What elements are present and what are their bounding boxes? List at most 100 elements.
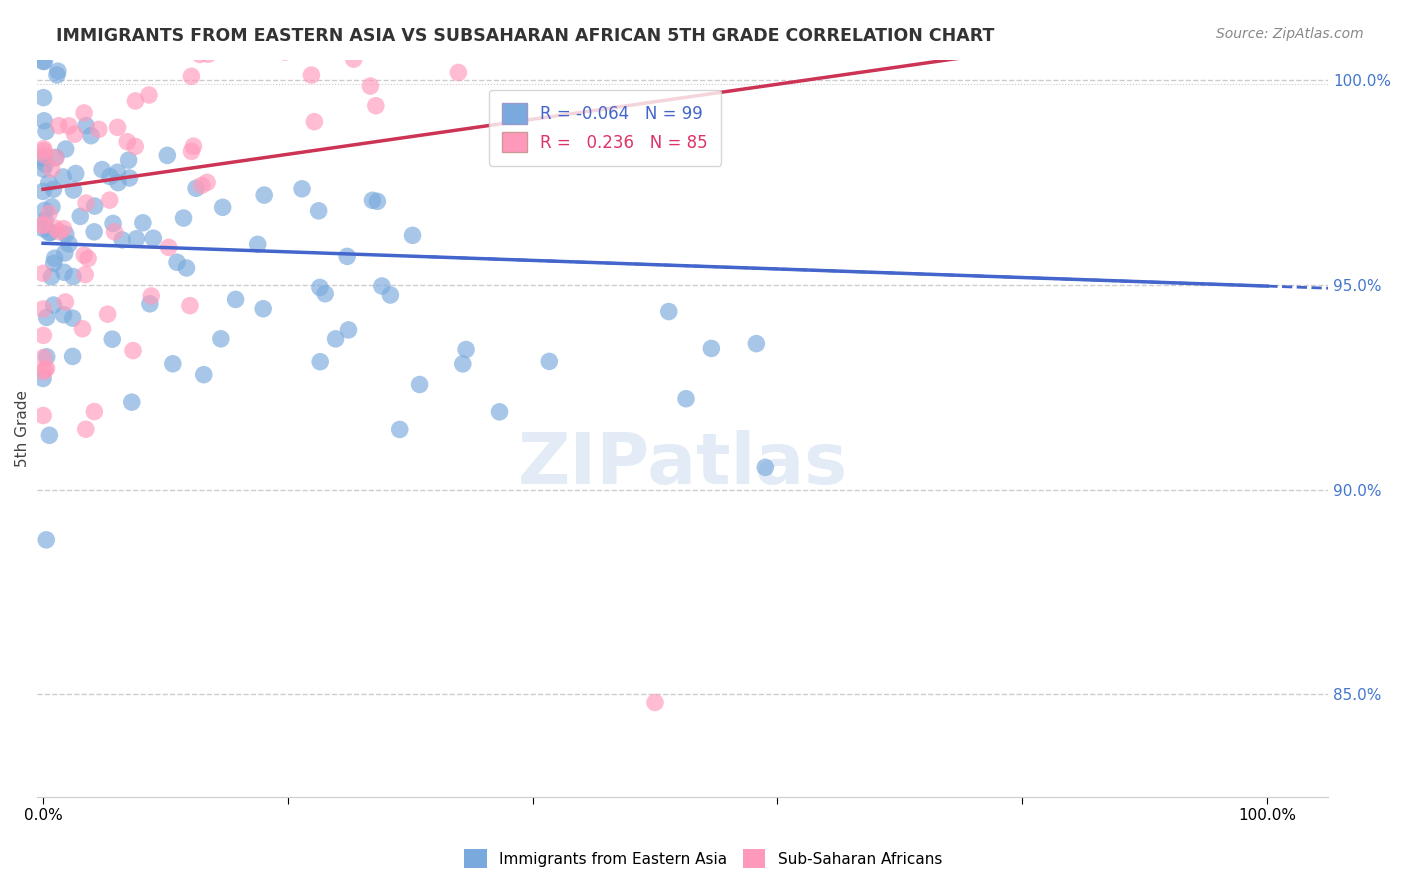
Point	[32, 221, 55, 235]
Point	[41, 200, 63, 214]
Point	[32, 409, 55, 423]
Legend: Immigrants from Eastern Asia, Sub-Saharan Africans: Immigrants from Eastern Asia, Sub-Sahara…	[457, 841, 949, 875]
Point	[451, 357, 474, 371]
Point	[32, 144, 55, 158]
Point	[53, 246, 76, 260]
Point	[75, 196, 97, 211]
Point	[107, 165, 129, 179]
Point	[77, 252, 100, 266]
Point	[138, 88, 160, 103]
Point	[111, 233, 134, 247]
Point	[336, 249, 359, 263]
Point	[252, 301, 274, 316]
Point	[34, 148, 56, 162]
Point	[180, 70, 202, 84]
Point	[409, 32, 432, 46]
Point	[62, 311, 84, 326]
Point	[32, 54, 55, 69]
Point	[636, 32, 658, 46]
Point	[67, 32, 90, 46]
Point	[75, 268, 97, 282]
Point	[122, 343, 145, 358]
Point	[209, 332, 232, 346]
Point	[401, 228, 423, 243]
Point	[69, 210, 91, 224]
Point	[142, 231, 165, 245]
Point	[42, 298, 65, 312]
Text: Source: ZipAtlas.com: Source: ZipAtlas.com	[1216, 27, 1364, 41]
Point	[380, 288, 402, 302]
Point	[644, 696, 666, 710]
Point	[794, 32, 817, 46]
Point	[124, 94, 146, 108]
Point	[55, 295, 77, 310]
Point	[32, 90, 55, 104]
Point	[53, 265, 76, 279]
Point	[32, 218, 55, 232]
Point	[45, 150, 67, 164]
Point	[308, 203, 330, 218]
Point	[160, 32, 183, 46]
Point	[700, 342, 723, 356]
Point	[658, 304, 681, 318]
Point	[34, 203, 56, 218]
Point	[80, 128, 103, 143]
Point	[91, 162, 114, 177]
Point	[72, 322, 94, 336]
Point	[34, 213, 56, 227]
Point	[32, 328, 55, 343]
Point	[32, 301, 55, 316]
Point	[58, 236, 80, 251]
Point	[183, 139, 205, 153]
Y-axis label: 5th Grade: 5th Grade	[15, 390, 30, 467]
Point	[364, 99, 387, 113]
Point	[304, 114, 326, 128]
Point	[166, 255, 188, 269]
Point	[124, 139, 146, 153]
Point	[675, 392, 697, 406]
Point	[41, 269, 63, 284]
Point	[62, 269, 84, 284]
Point	[314, 286, 336, 301]
Point	[291, 182, 314, 196]
Point	[388, 422, 411, 436]
Point	[447, 65, 470, 79]
Point	[440, 32, 463, 46]
Point	[103, 225, 125, 239]
Point	[640, 32, 662, 46]
Point	[39, 225, 62, 239]
Point	[273, 32, 295, 46]
Point	[371, 279, 394, 293]
Point	[107, 120, 129, 135]
Point	[253, 188, 276, 202]
Point	[46, 64, 69, 78]
Point	[488, 405, 510, 419]
Point	[41, 162, 63, 177]
Point	[157, 240, 180, 254]
Text: ZIPatlas: ZIPatlas	[517, 431, 848, 500]
Point	[35, 533, 58, 547]
Point	[128, 32, 150, 46]
Point	[195, 32, 218, 46]
Point	[702, 32, 724, 46]
Point	[231, 40, 253, 54]
Point	[754, 460, 776, 475]
Point	[107, 176, 129, 190]
Point	[745, 336, 768, 351]
Point	[550, 32, 572, 46]
Point	[211, 200, 233, 214]
Point	[513, 32, 536, 46]
Point	[32, 219, 55, 233]
Point	[35, 124, 58, 138]
Point	[101, 332, 124, 346]
Point	[325, 332, 347, 346]
Point	[45, 151, 67, 165]
Point	[55, 142, 77, 156]
Point	[337, 323, 360, 337]
Point	[221, 32, 243, 46]
Point	[35, 310, 58, 325]
Point	[34, 157, 56, 171]
Point	[75, 119, 97, 133]
Point	[477, 32, 499, 46]
Point	[184, 181, 207, 195]
